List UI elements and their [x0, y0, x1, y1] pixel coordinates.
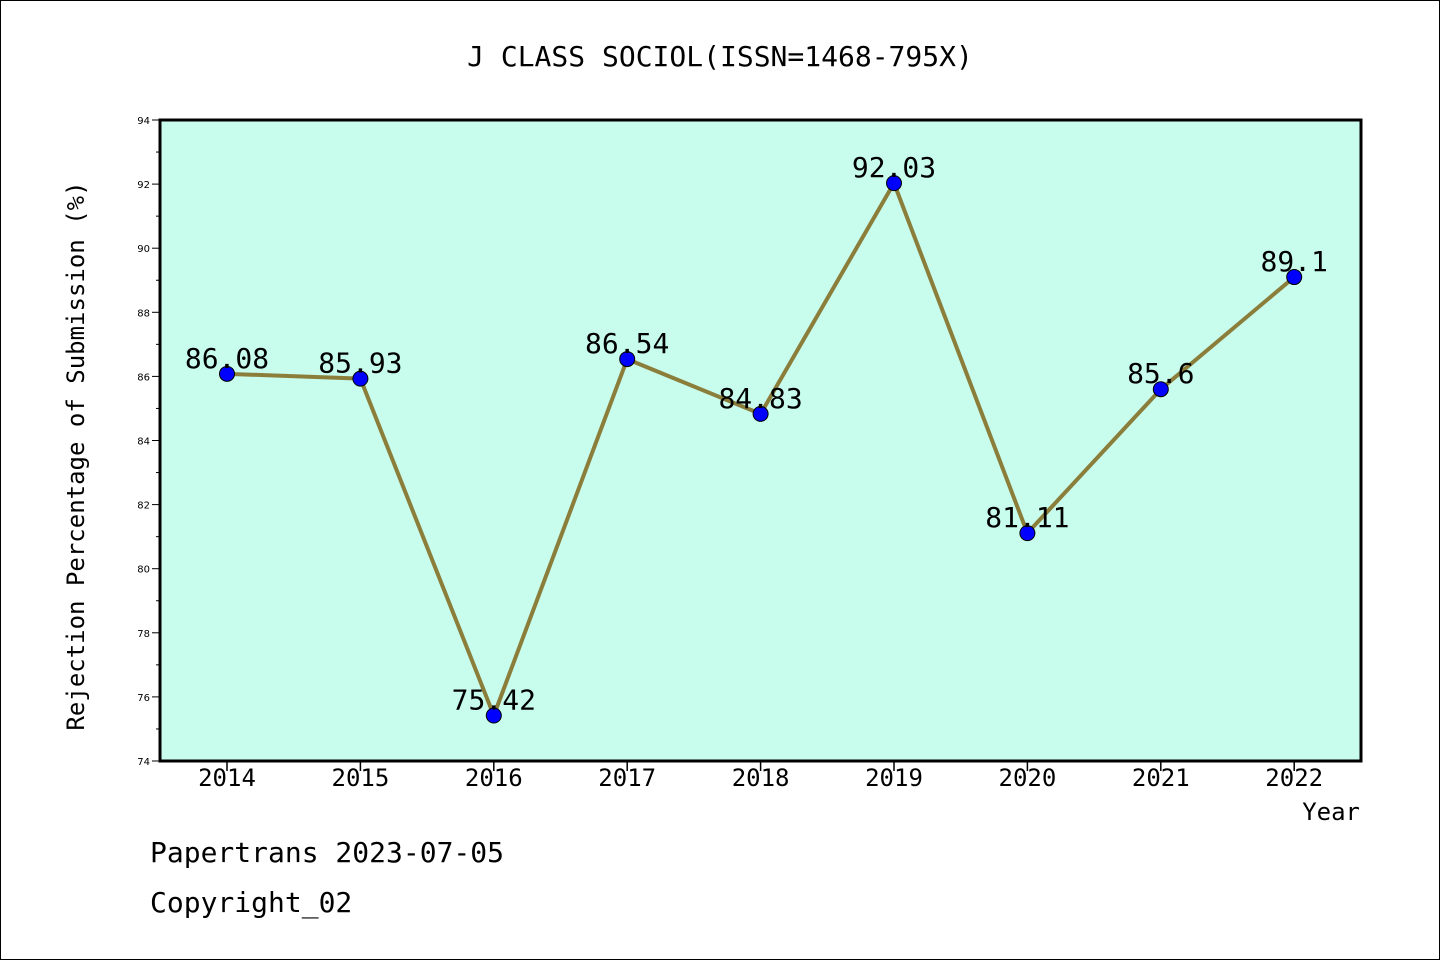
- data-label: 75.42: [452, 683, 536, 716]
- x-axis: 2014 2015 2016 2017 2018 2019 2020 2021 2022: [198, 761, 1323, 792]
- data-point: [1019, 525, 1036, 542]
- series: [219, 175, 1303, 724]
- data-label: 85.93: [318, 347, 402, 380]
- data-point: [219, 365, 235, 382]
- x-tick-label: 2015: [332, 764, 390, 792]
- data-point: [619, 351, 636, 368]
- x-tick-label: 2018: [732, 764, 790, 792]
- plot-border: [158, 118, 1363, 763]
- data-point: [1152, 381, 1169, 398]
- data-point: [886, 175, 902, 192]
- data-label: 84.83: [718, 382, 802, 415]
- x-tick-label: 2021: [1132, 764, 1190, 792]
- data-point: [352, 370, 369, 387]
- footer-copyright: Copyright_02: [150, 886, 353, 919]
- y-tick-label: 92: [137, 180, 150, 191]
- y-tick-label: 90: [137, 244, 150, 255]
- plot-area: [160, 120, 1361, 761]
- x-axis-label: Year: [1302, 798, 1360, 826]
- x-tick-label: 2022: [1265, 764, 1323, 792]
- x-tick-label: 2019: [865, 764, 923, 792]
- y-tick-label: 94: [137, 116, 150, 127]
- x-tick-label: 2016: [465, 764, 523, 792]
- data-point: [1286, 269, 1303, 286]
- x-tick-label: 2014: [198, 764, 256, 792]
- data-point: [485, 707, 502, 724]
- y-axis-label: Rejection Percentage of Submission (%): [62, 181, 90, 730]
- y-tick-label: 88: [137, 308, 150, 319]
- x-tick-label: 2017: [598, 764, 656, 792]
- data-label: 86.08: [185, 342, 269, 375]
- chart-title: J CLASS SOCIOL(ISSN=1468-795X): [467, 40, 973, 73]
- y-tick-label: 84: [137, 437, 150, 448]
- footer-date: Papertrans 2023-07-05: [150, 836, 505, 869]
- y-axis: 74 76 78 80 82 84 86 88 90 92 94: [137, 116, 160, 768]
- data-labels: 86.08 85.93 75.42 86.54 84.83 92.03 81.11 85.6 8…: [185, 151, 1328, 716]
- data-label: 81.11: [985, 501, 1069, 534]
- x-tick-label: 2020: [999, 764, 1057, 792]
- data-point: [752, 405, 769, 422]
- data-label: 85.6: [1127, 357, 1194, 390]
- y-tick-label: 78: [137, 629, 150, 640]
- data-label: 92.03: [852, 151, 936, 184]
- y-tick-label: 86: [137, 372, 150, 383]
- data-label: 89.1: [1260, 245, 1327, 278]
- y-tick-label: 80: [137, 565, 150, 576]
- y-tick-label: 76: [137, 693, 150, 704]
- data-label: 86.54: [585, 327, 669, 360]
- y-tick-label: 74: [137, 757, 150, 768]
- y-tick-label: 82: [137, 501, 150, 512]
